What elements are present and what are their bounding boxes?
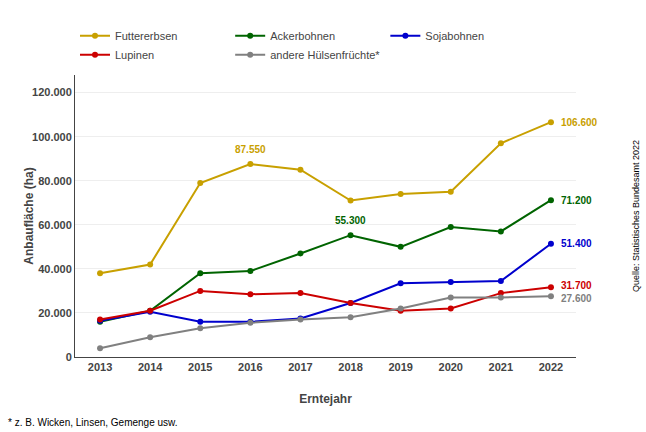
svg-text:0: 0 — [66, 351, 72, 363]
svg-text:2014: 2014 — [138, 361, 163, 373]
svg-text:31.700: 31.700 — [561, 280, 592, 291]
svg-text:20.000: 20.000 — [38, 307, 72, 319]
svg-text:120.000: 120.000 — [32, 86, 72, 98]
svg-text:40.000: 40.000 — [38, 263, 72, 275]
svg-text:Anbaufläche (ha): Anbaufläche (ha) — [22, 167, 36, 264]
svg-text:2022: 2022 — [539, 361, 563, 373]
svg-text:100.000: 100.000 — [32, 131, 72, 143]
svg-text:80.000: 80.000 — [38, 175, 72, 187]
svg-text:2017: 2017 — [288, 361, 312, 373]
svg-text:2016: 2016 — [238, 361, 262, 373]
svg-text:71.200: 71.200 — [561, 195, 592, 206]
svg-text:51.400: 51.400 — [561, 238, 592, 249]
svg-text:2020: 2020 — [439, 361, 463, 373]
svg-text:Sojabohnen: Sojabohnen — [425, 30, 484, 42]
svg-text:Lupinen: Lupinen — [115, 49, 154, 61]
svg-text:Erntejahr: Erntejahr — [299, 392, 352, 406]
svg-text:2021: 2021 — [489, 361, 513, 373]
svg-text:2015: 2015 — [188, 361, 212, 373]
svg-text:60.000: 60.000 — [38, 219, 72, 231]
svg-text:andere Hülsenfrüchte*: andere Hülsenfrüchte* — [270, 49, 380, 61]
svg-text:Futtererbsen: Futtererbsen — [115, 30, 177, 42]
svg-text:87.550: 87.550 — [235, 144, 266, 155]
svg-text:106.600: 106.600 — [561, 117, 598, 128]
svg-text:27.600: 27.600 — [561, 293, 592, 304]
svg-text:2013: 2013 — [88, 361, 112, 373]
svg-text:* z. B. Wicken, Linsen, Gemeng: * z. B. Wicken, Linsen, Gemenge usw. — [8, 417, 178, 428]
svg-text:Ackerbohnen: Ackerbohnen — [270, 30, 335, 42]
svg-text:Quelle: Statistisches Bundesam: Quelle: Statistisches Bundesamt 2022 — [631, 140, 641, 292]
svg-text:2018: 2018 — [338, 361, 362, 373]
svg-text:55.300: 55.300 — [335, 215, 366, 226]
svg-text:2019: 2019 — [388, 361, 412, 373]
